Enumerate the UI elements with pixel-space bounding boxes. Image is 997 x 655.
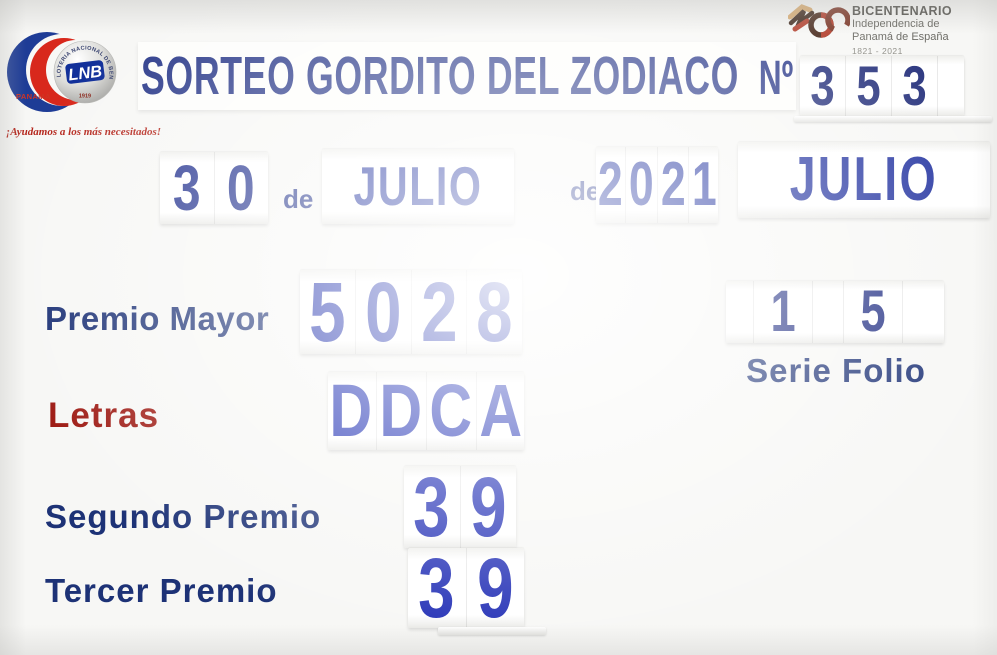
lnb-slogan: ¡Ayudamos a los más necesitados! [6, 126, 162, 138]
number-tile: 9 [465, 546, 525, 630]
number-tile: 2 [410, 270, 467, 354]
empty-tile-slot [812, 281, 843, 343]
lnb-year: 1919 [79, 94, 91, 100]
number-tile: 8 [466, 270, 522, 354]
bicentenario-years: 1821 - 2021 [852, 46, 903, 57]
segundo-premio-tiles: 3 9 [404, 460, 517, 554]
lnb-acronym: LNB [67, 62, 103, 84]
folio-tile: 5 [843, 281, 902, 343]
number-tile: 3 [172, 152, 201, 224]
letras-label: Letras [48, 396, 160, 435]
month-tile: JULIO [353, 155, 483, 217]
date-month-tile: JULIO [322, 149, 514, 224]
date-de-word: de [570, 176, 601, 206]
number-tile: 5 [845, 56, 891, 116]
letter-tile: C [425, 372, 476, 450]
title-strip: SORTEO GORDITO DEL ZODIACO Nº [138, 42, 796, 110]
serie-folio-label: Serie Folio [746, 352, 926, 389]
lnb-logo-graphic: LOTERIA NACIONAL DE BENEFICENCIA LNB 191… [5, 20, 117, 112]
letter-tile: D [375, 372, 426, 450]
number-tile: 2 [656, 147, 689, 223]
number-tile: 1 [688, 147, 720, 223]
number-tile: 3 [413, 460, 450, 554]
number-tile: 3 [810, 54, 835, 117]
number-tile: 9 [459, 465, 517, 549]
bicentenario-subtitle-2: Panamá de España [852, 30, 949, 43]
empty-tile-slot [937, 56, 964, 116]
premio-mayor-label: Premio Mayor [45, 300, 270, 337]
letras-tiles: D D C A [328, 372, 524, 450]
number-tile: 2 [597, 150, 623, 219]
board-title: SORTEO GORDITO DEL ZODIACO [140, 46, 739, 106]
bicentenario-title: BICENTENARIO [852, 4, 952, 18]
tile-track [438, 627, 546, 635]
number-tile: 0 [354, 270, 411, 354]
lnb-logo: LOTERIA NACIONAL DE BENEFICENCIA LNB 191… [5, 20, 161, 138]
date-de-word: de [283, 184, 314, 214]
premio-mayor-tiles: 5 0 2 8 [300, 270, 522, 354]
empty-tile-slot [733, 281, 753, 343]
bicentenario-logo: BICENTENARIO Independencia de Panamá de … [788, 2, 994, 60]
lnb-country: PANAMÁ [16, 92, 51, 101]
date-year-tiles: 2 0 2 1 [596, 147, 718, 223]
draw-number-tiles: 3 5 3 [800, 56, 964, 116]
bicentenario-subtitle-1: Independencia de [852, 18, 940, 30]
tercer-premio-label: Tercer Premio [45, 572, 278, 609]
zodiac-month-tile: JULIO [738, 142, 990, 218]
serie-folio-tiles: 1 5 [726, 281, 944, 343]
segundo-premio-label: Segundo Premio [45, 498, 322, 535]
serie-tile: 1 [753, 281, 812, 343]
number-tile: 3 [418, 541, 455, 635]
number-tile: 5 [309, 265, 346, 359]
tile-track [794, 116, 992, 122]
bicentenario-ribbon-icon [788, 4, 850, 38]
letter-tile: A [475, 372, 526, 450]
number-tile: 0 [213, 152, 269, 224]
number-tile: 3 [891, 56, 937, 116]
letter-tile: D [329, 369, 373, 452]
number-tile: 0 [625, 147, 657, 223]
draw-number-label: Nº [758, 52, 794, 105]
month-tile: JULIO [789, 145, 939, 214]
empty-tile-slot [902, 281, 937, 343]
tercer-premio-tiles: 3 9 [408, 541, 525, 635]
date-day-tiles: 3 0 [160, 152, 268, 224]
